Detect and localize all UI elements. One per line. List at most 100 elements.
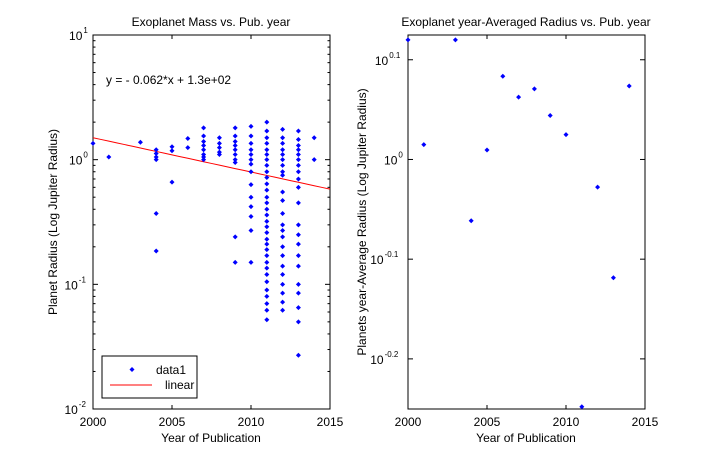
l-data-point bbox=[264, 181, 270, 187]
l-data-point bbox=[232, 259, 238, 265]
l-data-point bbox=[280, 157, 286, 163]
r-y-tick-base: 10 bbox=[384, 153, 398, 167]
right-y-axis-label: Planets year-Average Radius (Log Jupiter… bbox=[355, 88, 369, 355]
left-fit-layer bbox=[92, 137, 331, 190]
l-data-point bbox=[153, 248, 159, 254]
right-x-axis-label: Year of Publication bbox=[476, 431, 576, 445]
l-data-point bbox=[264, 218, 270, 224]
l-data-point bbox=[295, 319, 301, 325]
l-data-point bbox=[185, 145, 191, 151]
l-data-point bbox=[248, 152, 254, 158]
l-data-point bbox=[248, 147, 254, 153]
l-data-point bbox=[232, 133, 238, 139]
l-data-point bbox=[201, 147, 207, 153]
l-data-point bbox=[295, 305, 301, 311]
l-y-tick-base: 10 bbox=[69, 154, 83, 168]
l-data-point bbox=[232, 234, 238, 240]
r-y-tick-base: 10 bbox=[370, 253, 384, 267]
l-data-point bbox=[248, 259, 254, 265]
l-data-point bbox=[248, 161, 254, 167]
r-data-point bbox=[452, 37, 458, 43]
l-data-point bbox=[264, 147, 270, 153]
l-data-point bbox=[280, 211, 286, 216]
l-data-point bbox=[295, 157, 301, 163]
r-y-tick-label: 10 0 bbox=[384, 150, 403, 167]
l-data-point bbox=[232, 125, 238, 131]
legend-label-linear: linear bbox=[165, 378, 194, 392]
l-data-point bbox=[280, 172, 286, 178]
l-data-point bbox=[280, 162, 286, 168]
right-chart-title: Exoplanet year-Averaged Radius vs. Pub. … bbox=[401, 15, 650, 29]
l-data-point bbox=[280, 234, 286, 240]
l-data-point bbox=[169, 144, 175, 150]
legend: data1 linear bbox=[101, 355, 198, 399]
l-data-point bbox=[295, 176, 301, 182]
l-data-point bbox=[137, 139, 143, 145]
l-data-point bbox=[295, 162, 301, 168]
l-data-point bbox=[216, 135, 222, 141]
l-data-point bbox=[264, 200, 270, 206]
l-data-point bbox=[106, 154, 112, 160]
l-data-point bbox=[295, 184, 301, 190]
l-x-tick-label: 2000 bbox=[80, 415, 107, 429]
l-data-point bbox=[201, 154, 207, 160]
l-data-point bbox=[232, 159, 238, 165]
l-y-tick-label: 10 0 bbox=[69, 151, 88, 168]
r-y-tick-exponent: -0.2 bbox=[385, 350, 399, 359]
l-data-point bbox=[232, 138, 238, 144]
l-data-point bbox=[264, 206, 270, 212]
l-data-point bbox=[264, 119, 270, 125]
l-data-point bbox=[280, 263, 286, 269]
l-x-tick-label: 2010 bbox=[238, 415, 265, 429]
left-chart-title: Exoplanet Mass vs. Pub. year bbox=[132, 15, 291, 29]
r-data-point bbox=[547, 112, 553, 118]
l-data-point bbox=[295, 232, 301, 238]
l-data-point bbox=[264, 230, 270, 236]
r-y-tick-label: 10 0.1 bbox=[375, 51, 401, 68]
left-chart: Exoplanet Mass vs. Pub. year 2000 2005 201… bbox=[46, 15, 344, 445]
l-x-tick-label: 2015 bbox=[317, 415, 344, 429]
l-data-point bbox=[201, 133, 207, 139]
r-y-tick-base: 10 bbox=[370, 353, 384, 367]
l-data-point bbox=[264, 236, 270, 242]
l-data-point bbox=[264, 265, 270, 271]
l-y-tick-exponent: -1 bbox=[79, 275, 87, 284]
l-data-point bbox=[248, 228, 254, 234]
left-plot-area bbox=[92, 34, 331, 410]
l-data-point bbox=[248, 214, 254, 220]
l-data-point bbox=[264, 187, 270, 193]
l-data-point bbox=[153, 147, 159, 153]
r-y-tick-label: 10 -0.1 bbox=[370, 250, 399, 267]
r-data-point bbox=[579, 404, 585, 410]
left-points-layer bbox=[90, 119, 317, 358]
l-data-point bbox=[280, 299, 286, 305]
r-data-point bbox=[516, 94, 522, 100]
l-data-point bbox=[280, 228, 286, 234]
l-data-point bbox=[232, 147, 238, 153]
r-y-tick-label: 10 -0.2 bbox=[370, 350, 399, 367]
l-data-point bbox=[90, 140, 96, 146]
l-y-tick-base: 10 bbox=[64, 403, 78, 417]
l-data-point bbox=[280, 307, 286, 313]
l-data-point bbox=[153, 154, 159, 160]
l-data-point bbox=[264, 224, 270, 230]
l-data-point bbox=[264, 162, 270, 168]
l-data-point bbox=[248, 194, 254, 200]
l-data-point bbox=[295, 253, 301, 259]
l-data-point bbox=[295, 147, 301, 153]
r-data-point bbox=[421, 142, 427, 148]
l-data-point bbox=[295, 263, 301, 269]
legend-label-data1: data1 bbox=[156, 363, 186, 377]
l-data-point bbox=[201, 138, 207, 144]
l-data-point bbox=[264, 293, 270, 299]
l-data-point bbox=[264, 259, 270, 265]
l-data-point bbox=[264, 241, 270, 247]
l-data-point bbox=[295, 169, 301, 175]
l-data-point bbox=[201, 142, 207, 148]
l-data-point bbox=[295, 142, 301, 148]
l-data-point bbox=[264, 169, 270, 175]
l-data-point bbox=[295, 281, 301, 287]
l-data-point bbox=[280, 281, 286, 287]
l-data-point bbox=[264, 253, 270, 259]
l-data-point bbox=[153, 151, 159, 157]
